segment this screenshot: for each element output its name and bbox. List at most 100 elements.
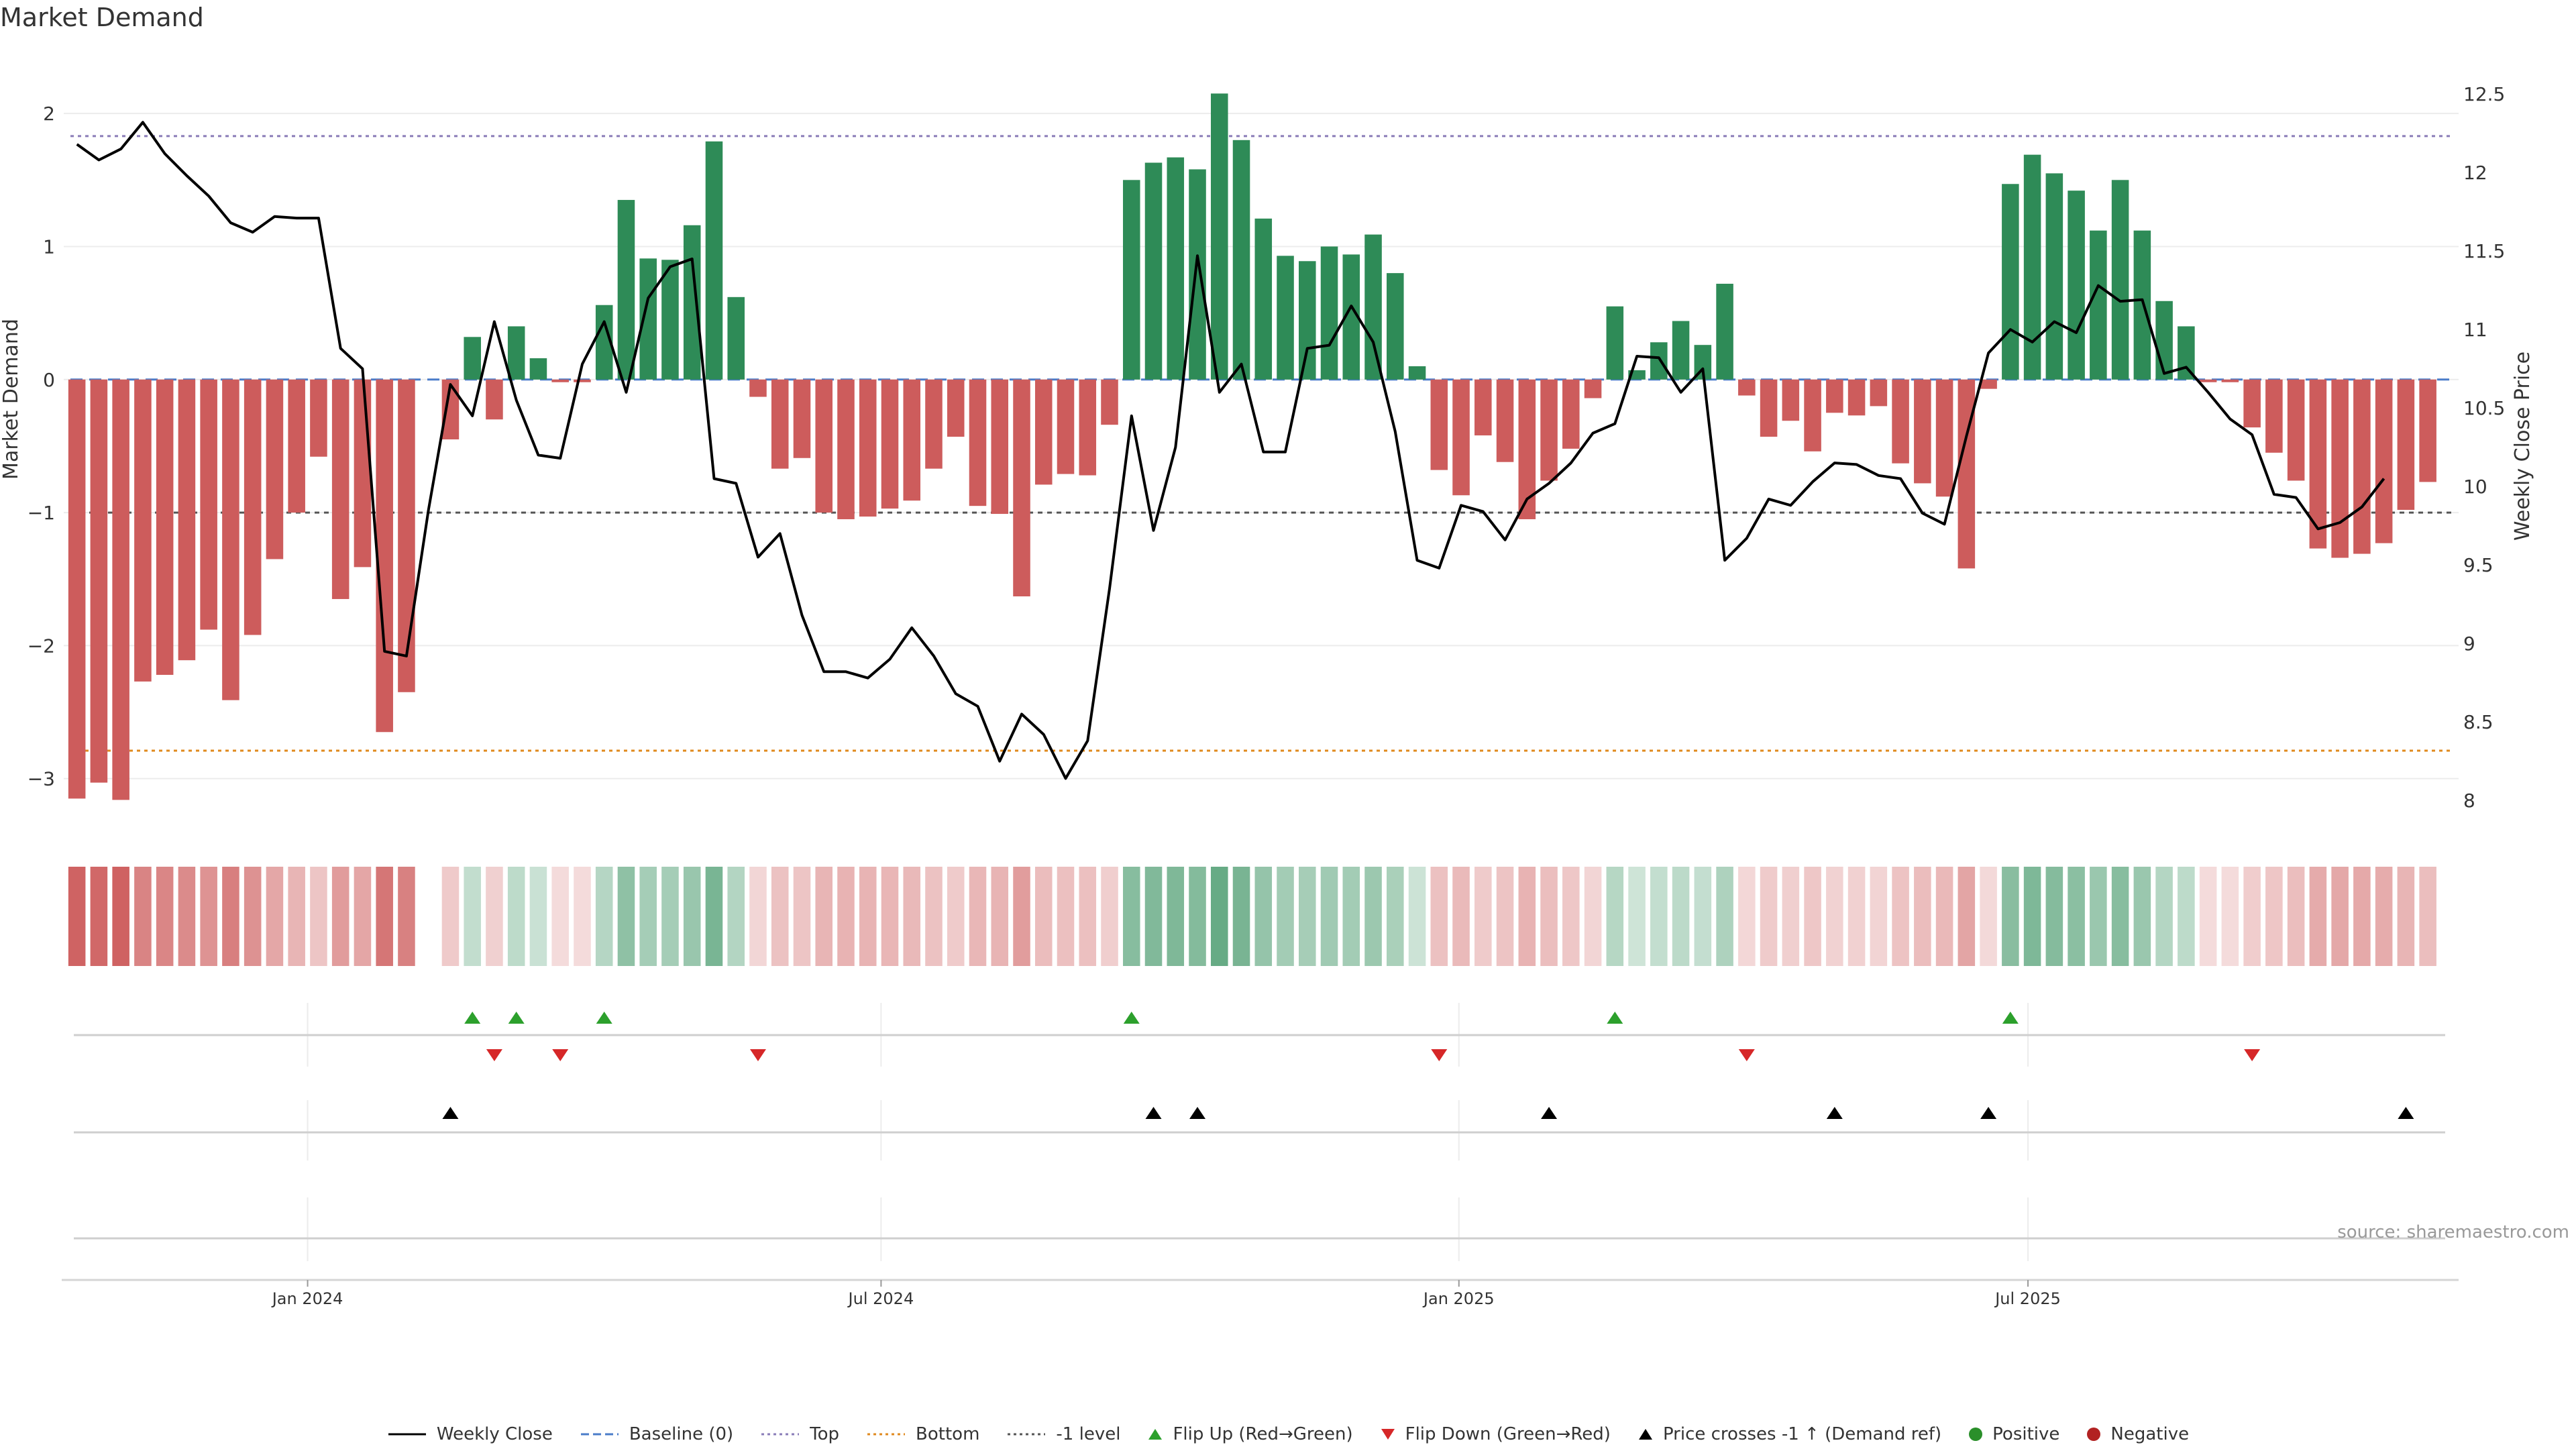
heat-cell xyxy=(947,867,965,966)
heat-cell xyxy=(2090,867,2107,966)
heat-cell xyxy=(1957,867,1976,966)
heat-cell xyxy=(222,867,239,966)
demand-bar xyxy=(2002,184,2019,380)
heat-cell xyxy=(1892,867,1909,966)
heat-cell xyxy=(2331,867,2349,966)
demand-bar xyxy=(2023,154,2041,380)
heat-cell xyxy=(1189,867,1206,966)
heat-cell xyxy=(1057,867,1075,966)
dotted-line-icon xyxy=(761,1433,800,1436)
heat-cell xyxy=(288,867,305,966)
heat-cell xyxy=(1342,867,1360,966)
demand-bar xyxy=(1034,379,1053,485)
heat-cell xyxy=(266,867,284,966)
demand-bar xyxy=(1254,218,1273,380)
heat-cell xyxy=(2155,867,2173,966)
demand-bar xyxy=(2397,379,2415,511)
y2-tick-label: 9 xyxy=(2463,633,2475,655)
heat-cell xyxy=(112,867,129,966)
demand-bar xyxy=(617,200,635,380)
heat-cell xyxy=(1980,867,1997,966)
demand-bar xyxy=(1496,379,1514,462)
heat-cell xyxy=(1254,867,1273,966)
demand-bar xyxy=(1540,379,1558,481)
heat-cell xyxy=(398,867,415,966)
demand-bar xyxy=(1826,379,1843,413)
heat-cell xyxy=(1518,867,1536,966)
demand-bar xyxy=(529,358,547,380)
heat-cell xyxy=(1628,867,1646,966)
heat-cell xyxy=(2221,867,2239,966)
y2-tick-label: 10 xyxy=(2463,476,2487,498)
heat-cell xyxy=(2309,867,2327,966)
legend-item: -1 level xyxy=(1006,1424,1120,1444)
heat-cell xyxy=(1870,867,1888,966)
source-note: source: sharemaestro.com xyxy=(2337,1222,2569,1242)
heat-cell xyxy=(1826,867,1843,966)
demand-bar xyxy=(969,379,987,506)
heat-cell xyxy=(1034,867,1053,966)
demand-bar xyxy=(178,379,196,661)
legend-label: Flip Up (Red→Green) xyxy=(1173,1424,1353,1444)
demand-bar xyxy=(1672,321,1690,380)
demand-bar xyxy=(1914,379,1931,484)
heat-cell xyxy=(574,867,591,966)
demand-bar xyxy=(1716,283,1733,380)
heat-cell xyxy=(2199,867,2217,966)
legend-item: Weekly Close xyxy=(387,1424,553,1444)
heat-cell xyxy=(1672,867,1690,966)
demand-bar xyxy=(222,379,239,700)
heat-cell xyxy=(1430,867,1448,966)
flip-up-marker xyxy=(464,1012,481,1024)
demand-bar xyxy=(1364,234,1382,380)
flip-down-marker xyxy=(1431,1049,1448,1061)
flip-up-marker xyxy=(596,1012,612,1024)
demand-bars xyxy=(68,93,2436,800)
demand-bar xyxy=(2090,230,2107,380)
demand-bar xyxy=(881,379,899,509)
heat-cell xyxy=(551,867,569,966)
y-tick-label: −3 xyxy=(28,768,55,790)
heat-cell xyxy=(178,867,196,966)
empty-panel xyxy=(74,1197,2445,1261)
legend-label: Flip Down (Green→Red) xyxy=(1405,1424,1611,1444)
heat-cell xyxy=(1079,867,1097,966)
weekly-close-path xyxy=(76,121,2385,780)
heat-cell xyxy=(749,867,767,966)
demand-bar xyxy=(991,379,1009,515)
heat-cell xyxy=(727,867,745,966)
demand-bar xyxy=(1013,379,1030,596)
heat-cell xyxy=(1474,867,1492,966)
demand-bar xyxy=(1847,379,1866,416)
flip-up-marker xyxy=(2002,1012,2019,1024)
heat-cell xyxy=(1540,867,1558,966)
demand-bar xyxy=(2375,379,2393,543)
demand-bar xyxy=(464,337,481,380)
heat-cell xyxy=(1320,867,1338,966)
demand-bar xyxy=(68,379,86,799)
heat-cell xyxy=(1738,867,1756,966)
heat-cell xyxy=(1122,867,1140,966)
heat-cell xyxy=(134,867,152,966)
y2-tick-label: 11 xyxy=(2463,319,2487,341)
demand-bar xyxy=(1430,379,1448,470)
triangle-down-icon xyxy=(1381,1429,1395,1440)
heat-cell xyxy=(1914,867,1931,966)
flip-up-marker xyxy=(1123,1012,1140,1024)
price-cross-marker xyxy=(1541,1107,1558,1119)
heat-cell xyxy=(1452,867,1470,966)
heat-cell xyxy=(2023,867,2041,966)
demand-bar xyxy=(1738,379,1756,396)
solid-line-icon xyxy=(388,1433,426,1436)
y-tick-label: −1 xyxy=(28,502,55,524)
demand-bar xyxy=(1474,379,1492,436)
demand-bar xyxy=(1320,246,1338,380)
demand-bar xyxy=(661,260,679,380)
heat-cell xyxy=(1847,867,1866,966)
heat-cell xyxy=(1694,867,1712,966)
legend-item: Flip Up (Red→Green) xyxy=(1147,1424,1353,1444)
heat-cell xyxy=(2243,867,2261,966)
demand-bar xyxy=(1122,180,1140,380)
legend-label: Price crosses -1 ↑ (Demand ref) xyxy=(1662,1424,1942,1444)
